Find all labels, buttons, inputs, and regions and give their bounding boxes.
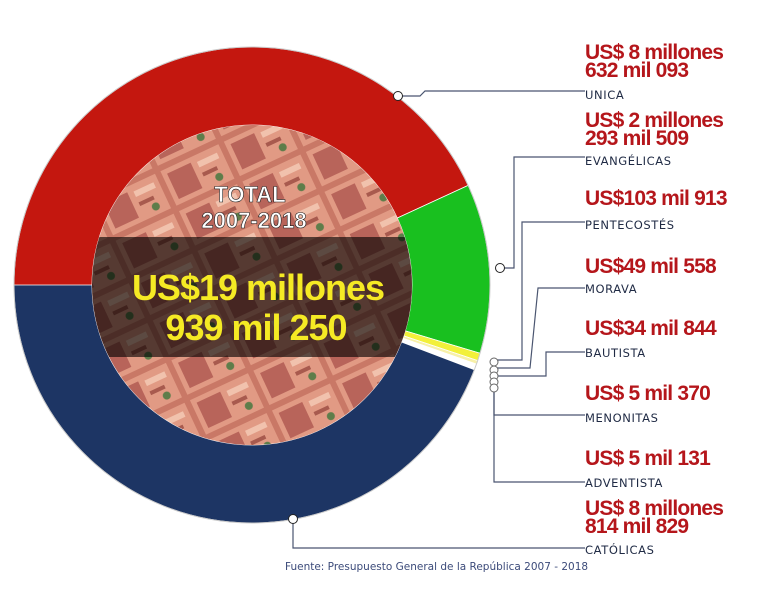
label-católicas: US$ 8 millones 814 mil 829 CATÓLICAS	[585, 497, 757, 557]
leader-line	[494, 221, 585, 361]
leader-dot	[489, 383, 499, 393]
leader-line	[500, 156, 585, 269]
amount-line: US$ 2 millones	[585, 109, 724, 132]
leader-line	[493, 382, 585, 416]
amount-line: US$34 mil 844	[585, 317, 717, 340]
label-evangélicas: US$ 2 millones 293 mil 509 EVANGÉLICAS	[585, 109, 757, 168]
leader-line	[292, 519, 585, 549]
amount-line: US$ 8 millones	[585, 41, 724, 64]
total-amount-line1: US$19 millones	[132, 267, 384, 308]
category-name: PENTECOSTÉS	[585, 218, 675, 232]
label-pentecostés: US$103 mil 913 PENTECOSTÉS	[585, 187, 757, 232]
amount-line: US$ 8 millones	[585, 497, 724, 520]
category-name: MENONITAS	[585, 411, 659, 425]
leader-dot	[288, 514, 298, 524]
category-name: MORAVA	[585, 282, 638, 296]
center-money-photo	[92, 125, 412, 445]
label-morava: US$49 mil 558 MORAVA	[585, 255, 757, 296]
amount-line: US$ 5 mil 131	[585, 447, 711, 470]
label-adventista: US$ 5 mil 131 ADVENTISTA	[585, 447, 757, 490]
category-name: EVANGÉLICAS	[585, 154, 672, 168]
amount-line: US$103 mil 913	[585, 187, 728, 210]
leader-dot	[393, 91, 403, 101]
amount-line: US$ 5 mil 370	[585, 382, 711, 405]
amount-line: 632 mil 093	[585, 59, 689, 82]
category-name: CATÓLICAS	[585, 543, 655, 557]
category-name: BAUTISTA	[585, 346, 646, 360]
source-note: Fuente: Presupuesto General de la Repúbl…	[285, 561, 589, 573]
leader-line	[493, 388, 585, 483]
total-amount-line2: 939 mil 250	[165, 307, 346, 348]
leader-dot	[495, 263, 505, 273]
label-bautista: US$34 mil 844 BAUTISTA	[585, 317, 757, 360]
leader-line	[494, 351, 585, 377]
label-menonitas: US$ 5 mil 370 MENONITAS	[585, 382, 757, 425]
label-unica: US$ 8 millones 632 mil 093 UNICA	[585, 41, 757, 102]
category-name: UNICA	[585, 88, 625, 102]
amount-line: US$49 mil 558	[585, 255, 717, 278]
amount-line: 293 mil 509	[585, 127, 689, 150]
leader-line	[398, 90, 585, 97]
amount-line: 814 mil 829	[585, 515, 689, 538]
donut-outline	[13, 46, 491, 524]
leader-line	[494, 287, 585, 369]
center-title-line1: TOTAL	[214, 182, 285, 207]
center-title-line2: 2007-2018	[201, 208, 306, 233]
category-name: ADVENTISTA	[585, 476, 663, 490]
leader-dot	[489, 357, 499, 367]
